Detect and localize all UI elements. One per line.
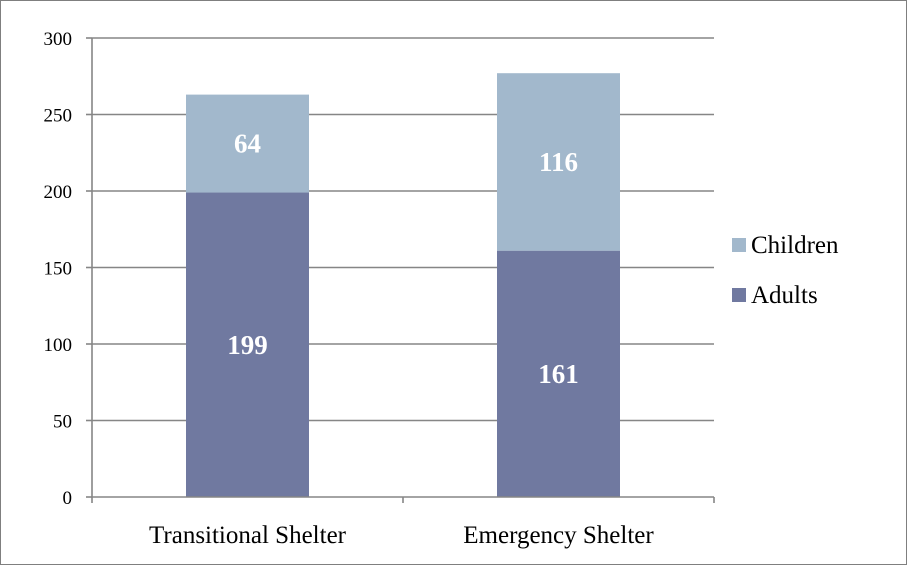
data-labels: 199 64 161 116 (227, 129, 579, 389)
x-category-label-1: Transitional Shelter (149, 522, 347, 549)
data-label-adults-1: 199 (227, 330, 268, 360)
legend-swatch-children (732, 238, 746, 252)
axes: 0 50 100 150 200 250 300 Transitional Shelter Em… (44, 29, 715, 549)
data-label-children-1: 64 (234, 129, 261, 159)
bar-children-1 (186, 94, 309, 193)
y-tick-label-300: 300 (44, 29, 73, 50)
data-label-adults-2: 161 (538, 359, 579, 389)
y-tick-label-150: 150 (44, 259, 73, 280)
legend-label-children: Children (751, 232, 839, 259)
y-tick-label-50: 50 (53, 412, 72, 433)
bars (186, 73, 620, 497)
x-category-label-2: Emergency Shelter (463, 522, 654, 549)
y-tick-label-200: 200 (44, 182, 73, 203)
data-label-children-2: 116 (539, 147, 578, 177)
gridlines (92, 37, 714, 422)
bar-adults-2 (497, 250, 620, 497)
bar-children-2 (497, 73, 620, 251)
legend-swatch-adults (732, 288, 746, 302)
legend: Children Adults (732, 232, 839, 309)
bar-adults-1 (186, 192, 309, 497)
y-tick-label-0: 0 (63, 488, 73, 509)
legend-label-adults: Adults (751, 282, 818, 309)
y-tick-label-250: 250 (44, 106, 73, 127)
y-tick-label-100: 100 (44, 335, 73, 356)
